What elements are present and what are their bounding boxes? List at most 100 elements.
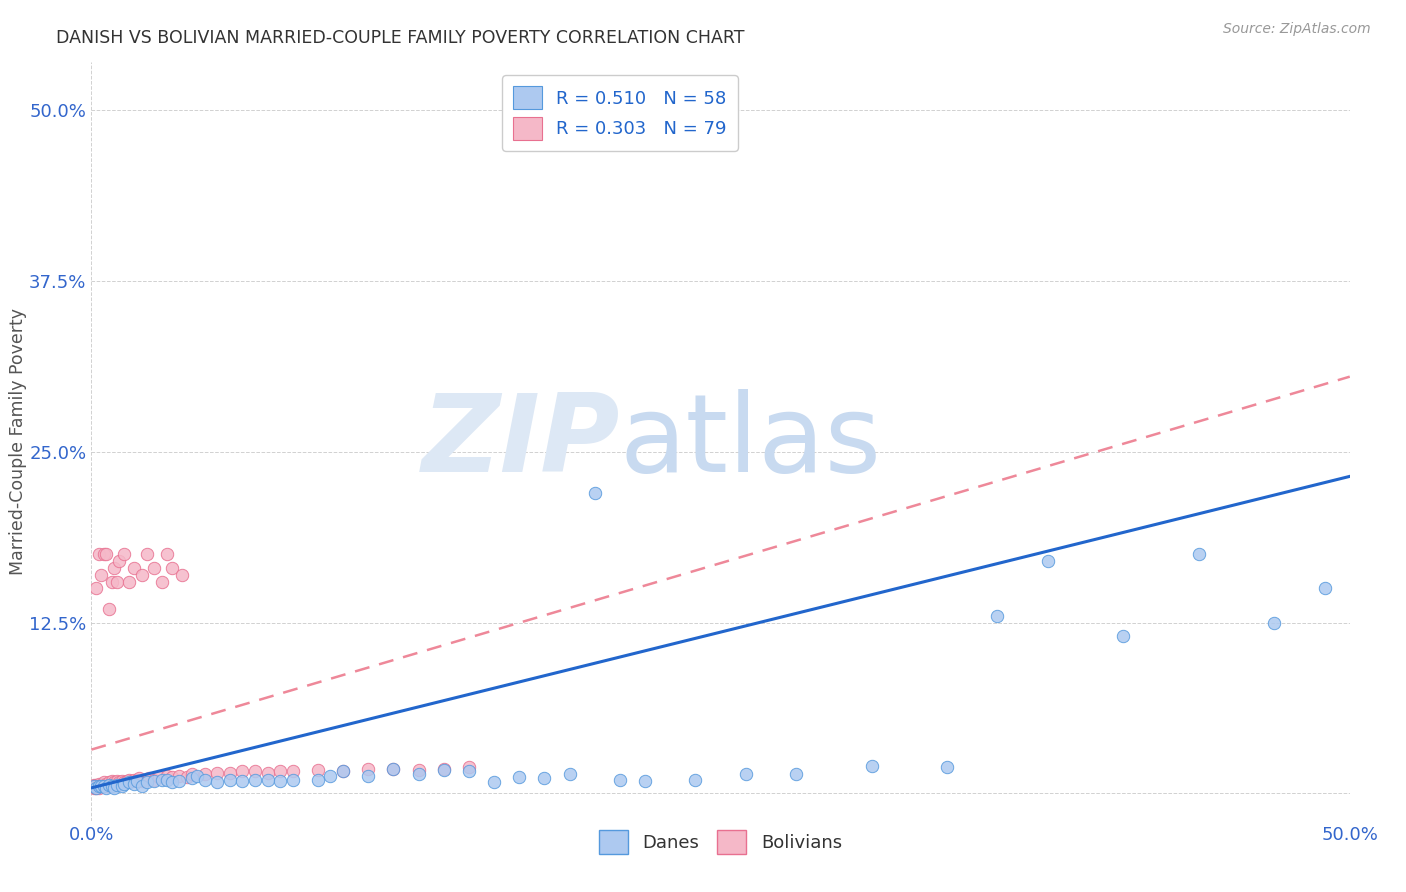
Point [98,602,121,616]
Point [90,780,112,794]
Point [181,772,204,786]
Point [83,780,105,795]
Point [176,770,198,784]
Point [87,780,110,794]
Point [87,780,110,794]
Point [125,772,148,787]
Point [243,772,266,787]
Legend: Danes, Bolivians: Danes, Bolivians [592,823,849,861]
Point [160,770,183,784]
Point [112,547,135,561]
Point [194,767,217,781]
Point [122,777,145,791]
Point [112,775,135,789]
Point [90,567,112,582]
Point [105,774,128,789]
Text: ZIP: ZIP [422,389,620,494]
Point [382,762,405,776]
Point [269,774,291,789]
Point [87,547,110,561]
Point [281,764,304,779]
Point [100,774,122,789]
Point [269,764,291,779]
Point [357,762,380,776]
Point [583,485,606,500]
Point [96,777,118,791]
Point [118,574,141,589]
Point [634,774,657,789]
Point [231,764,253,779]
Point [408,767,430,781]
Point [785,767,807,781]
Point [143,561,166,575]
Point [108,554,131,568]
Point [194,772,217,787]
Point [1263,615,1285,630]
Point [121,774,143,789]
Point [90,778,112,792]
Point [433,763,456,777]
Point [170,567,193,582]
Point [86,778,108,792]
Point [150,772,173,787]
Point [100,780,122,794]
Point [105,778,128,792]
Point [96,780,118,794]
Point [860,759,883,773]
Point [105,778,128,792]
Point [98,778,121,792]
Point [169,768,191,782]
Point [86,780,108,794]
Point [986,608,1008,623]
Text: Source: ZipAtlas.com: Source: ZipAtlas.com [1223,22,1371,37]
Point [160,775,183,789]
Point [231,774,253,789]
Point [93,547,115,561]
Point [143,772,166,787]
Point [382,762,405,776]
Point [135,547,157,561]
Point [319,768,342,782]
Point [93,775,115,789]
Point [609,772,631,787]
Point [93,780,115,794]
Point [128,772,150,786]
Point [533,772,555,786]
Point [143,774,166,789]
Point [482,775,505,789]
Point [118,775,141,789]
Point [256,765,278,780]
Point [205,765,228,780]
Point [96,547,118,561]
Point [457,764,479,779]
Point [103,780,125,795]
Point [122,772,145,787]
Point [100,777,122,791]
Point [150,574,173,589]
Point [936,760,959,774]
Y-axis label: Married-Couple Family Poverty: Married-Couple Family Poverty [8,308,27,575]
Point [115,774,138,789]
Point [90,780,112,794]
Point [332,764,354,779]
Point [1112,629,1135,643]
Point [1036,554,1059,568]
Point [218,772,240,787]
Point [86,780,108,795]
Point [685,772,707,787]
Text: atlas: atlas [620,389,882,494]
Point [131,774,153,789]
Point [156,768,179,782]
Point [83,780,105,794]
Point [103,561,125,575]
Point [103,775,125,789]
Point [87,780,110,795]
Point [156,772,179,787]
Point [86,582,108,596]
Point [87,777,110,791]
Point [100,574,122,589]
Point [83,778,105,792]
Point [135,775,157,789]
Point [125,774,148,789]
Point [118,772,141,787]
